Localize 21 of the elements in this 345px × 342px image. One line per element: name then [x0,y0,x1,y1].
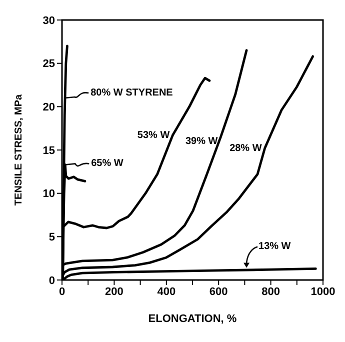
x-tick-label: 200 [105,286,124,298]
annotation: 39% W [185,136,218,147]
x-tick-label: 400 [157,286,176,298]
annotation: 13% W [258,241,292,252]
annotation: 28% W [230,142,262,154]
annotation: 80% W STYRENE [90,88,174,98]
x-tick-label: 1000 [310,286,336,298]
y-axis-title: TENSILE STRESS, MPa [14,94,25,206]
y-tick-label: 15 [42,144,55,157]
x-tick-label: 600 [209,286,228,298]
x-axis-title: ELONGATION, % [148,313,237,325]
annotation: 53% W [137,130,170,141]
y-tick-label: 5 [48,232,55,244]
annotation: 65% W [91,158,124,170]
y-tick-label: 10 [42,188,55,200]
y-tick-label: 0 [48,274,55,287]
y-tick-label: 25 [42,58,55,70]
y-tick-label: 20 [42,102,55,114]
y-tick-label: 30 [42,14,55,27]
x-tick-label: 0 [58,286,66,298]
x-tick-label: 800 [262,286,280,298]
